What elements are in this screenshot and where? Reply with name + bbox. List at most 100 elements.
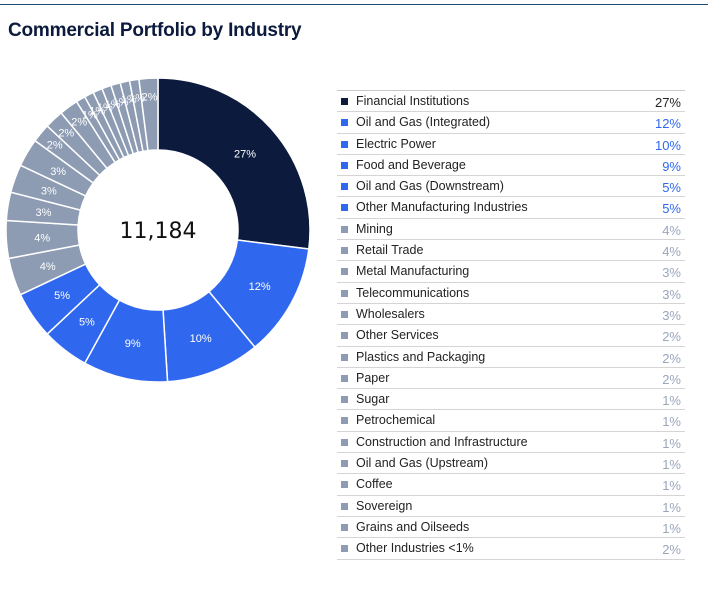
donut-chart: 27%12%10%9%5%5%4%4%3%3%3%2%2%2%1%1%1%1%1… xyxy=(5,77,311,383)
slice-label-construction-and-infrastructure: 1% xyxy=(97,102,113,114)
slice-label-telecommunications: 3% xyxy=(41,186,57,198)
legend-value: 2% xyxy=(662,371,681,387)
legend-label: Other Services xyxy=(356,328,439,343)
legend-swatch xyxy=(341,119,348,127)
legend-label: Food and Beverage xyxy=(356,157,466,172)
legend-swatch xyxy=(341,247,348,255)
legend-swatch xyxy=(341,332,348,340)
legend-value: 3% xyxy=(662,307,681,323)
legend-item-oil-and-gas-downstream: Oil and Gas (Downstream) 5% xyxy=(337,176,685,198)
legend-item-other-manufacturing-industries: Other Manufacturing Industries 5% xyxy=(337,197,685,219)
legend-swatch xyxy=(341,183,348,191)
legend-swatch xyxy=(341,140,348,148)
legend-item-financial-institutions: Financial Institutions 27% xyxy=(337,91,685,113)
legend-item-coffee: Coffee 1% xyxy=(337,474,685,496)
legend-swatch xyxy=(341,268,348,276)
slice-label-financial-institutions: 27% xyxy=(234,148,256,160)
legend-item-sovereign: Sovereign 1% xyxy=(337,496,685,517)
legend-label: Construction and Infrastructure xyxy=(356,434,528,449)
legend-value: 10% xyxy=(654,137,681,153)
legend-label: Retail Trade xyxy=(356,243,424,258)
legend-item-oil-and-gas-integrated: Oil and Gas (Integrated) 12% xyxy=(337,112,685,134)
slice-label-plastics-and-packaging: 2% xyxy=(58,127,74,139)
legend-item-retail-trade: Retail Trade 4% xyxy=(337,240,685,262)
slice-label-oil-and-gas-upstream: 1% xyxy=(105,99,121,111)
legend-item-petrochemical: Petrochemical 1% xyxy=(337,410,685,432)
slice-label-food-and-beverage: 9% xyxy=(125,338,141,350)
legend-label: Mining xyxy=(356,221,393,236)
legend-item-other-services: Other Services 2% xyxy=(337,325,685,347)
legend-label: Wholesalers xyxy=(356,306,425,321)
legend-item-telecommunications: Telecommunications 3% xyxy=(337,283,685,304)
slice-label-sugar: 1% xyxy=(82,110,98,122)
slice-label-sovereign: 1% xyxy=(121,94,137,106)
legend-label: Other Manufacturing Industries xyxy=(356,200,528,215)
legend-value: 2% xyxy=(662,542,681,558)
slice-label-coffee: 1% xyxy=(113,96,129,108)
legend-label: Grains and Oilseeds xyxy=(356,519,470,534)
legend-item-other-industries-1: Other Industries <1% 2% xyxy=(337,538,685,560)
slice-other-industries-1 xyxy=(138,77,159,152)
slice-label-paper: 2% xyxy=(71,117,87,129)
legend-value: 1% xyxy=(662,414,681,430)
legend-item-sugar: Sugar 1% xyxy=(337,389,685,411)
legend-value: 1% xyxy=(662,435,681,451)
legend-label: Metal Manufacturing xyxy=(356,264,470,279)
legend-item-metal-manufacturing: Metal Manufacturing 3% xyxy=(337,261,685,283)
legend-swatch xyxy=(341,98,348,105)
slice-label-electric-power: 10% xyxy=(190,333,212,345)
legend-label: Coffee xyxy=(356,477,393,492)
slice-label-other-industries-1: 2% xyxy=(142,91,158,103)
legend-swatch xyxy=(341,374,348,382)
legend-item-construction-and-infrastructure: Construction and Infrastructure 1% xyxy=(337,432,685,454)
legend-label: Oil and Gas (Upstream) xyxy=(356,456,488,471)
legend-value: 1% xyxy=(662,478,681,494)
legend-value: 5% xyxy=(662,201,681,217)
donut-slices xyxy=(5,77,311,383)
legend-swatch xyxy=(341,502,348,510)
legend-swatch xyxy=(341,417,348,425)
legend-label: Financial Institutions xyxy=(356,94,470,108)
legend-swatch xyxy=(341,523,348,531)
slice-label-grains-and-oilseeds: 1% xyxy=(129,93,145,105)
legend-value: 3% xyxy=(662,265,681,281)
legend-swatch xyxy=(341,460,348,468)
legend-value: 4% xyxy=(662,222,681,238)
slice-labels: 27%12%10%9%5%5%4%4%3%3%3%2%2%2%1%1%1%1%1… xyxy=(34,91,271,350)
legend-label: Electric Power xyxy=(356,136,436,151)
slice-financial-institutions xyxy=(157,77,311,250)
legend-label: Telecommunications xyxy=(356,285,470,300)
legend-label: Sugar xyxy=(356,392,390,407)
legend-label: Oil and Gas (Downstream) xyxy=(356,179,504,194)
legend-value: 1% xyxy=(662,457,681,473)
center-total: 11,184 xyxy=(120,219,197,244)
legend-swatch xyxy=(341,204,348,212)
slice-label-wholesalers: 3% xyxy=(50,166,66,178)
legend-value: 9% xyxy=(662,158,681,174)
top-divider xyxy=(0,4,708,5)
slice-label-oil-and-gas-downstream: 5% xyxy=(79,317,95,329)
slice-label-mining: 4% xyxy=(40,261,56,273)
legend-value: 4% xyxy=(662,244,681,260)
legend-label: Plastics and Packaging xyxy=(356,349,486,364)
legend-label: Paper xyxy=(356,370,390,385)
legend-label: Petrochemical xyxy=(356,413,436,428)
legend-item-oil-and-gas-upstream: Oil and Gas (Upstream) 1% xyxy=(337,453,685,475)
legend-item-electric-power: Electric Power 10% xyxy=(337,134,685,155)
legend-value: 2% xyxy=(662,329,681,345)
slice-label-metal-manufacturing: 3% xyxy=(35,207,51,219)
legend-label: Other Industries <1% xyxy=(356,541,474,556)
legend-item-grains-and-oilseeds: Grains and Oilseeds 1% xyxy=(337,517,685,539)
legend-swatch xyxy=(341,438,348,446)
legend-item-plastics-and-packaging: Plastics and Packaging 2% xyxy=(337,347,685,368)
legend-item-mining: Mining 4% xyxy=(337,219,685,241)
slice-label-oil-and-gas-integrated: 12% xyxy=(249,281,271,293)
legend-value: 3% xyxy=(662,286,681,302)
slice-label-other-manufacturing-industries: 5% xyxy=(54,290,70,302)
legend-swatch xyxy=(341,353,348,361)
legend-swatch xyxy=(341,310,348,318)
legend-swatch xyxy=(341,225,348,233)
chart-title: Commercial Portfolio by Industry xyxy=(8,20,302,41)
legend-value: 5% xyxy=(662,180,681,196)
legend-item-paper: Paper 2% xyxy=(337,368,685,390)
